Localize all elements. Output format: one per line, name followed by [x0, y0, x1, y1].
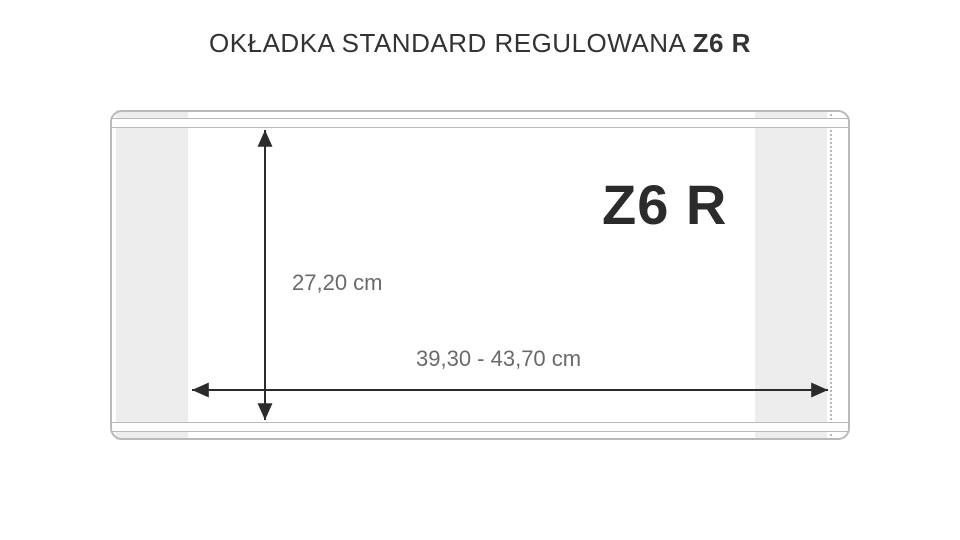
cover-outline [110, 110, 850, 440]
height-dimension-label: 27,20 cm [292, 270, 383, 296]
page: OKŁADKA STANDARD REGULOWANA Z6 R Z6 R 27… [0, 0, 960, 540]
cover-diagram: Z6 R 27,20 cm 39,30 - 43,70 cm [110, 110, 850, 440]
page-title: OKŁADKA STANDARD REGULOWANA Z6 R [0, 28, 960, 59]
title-text: OKŁADKA STANDARD REGULOWANA [209, 28, 693, 58]
product-code: Z6 R [602, 172, 727, 237]
width-dimension-label: 39,30 - 43,70 cm [416, 346, 581, 372]
title-code: Z6 R [693, 28, 751, 58]
